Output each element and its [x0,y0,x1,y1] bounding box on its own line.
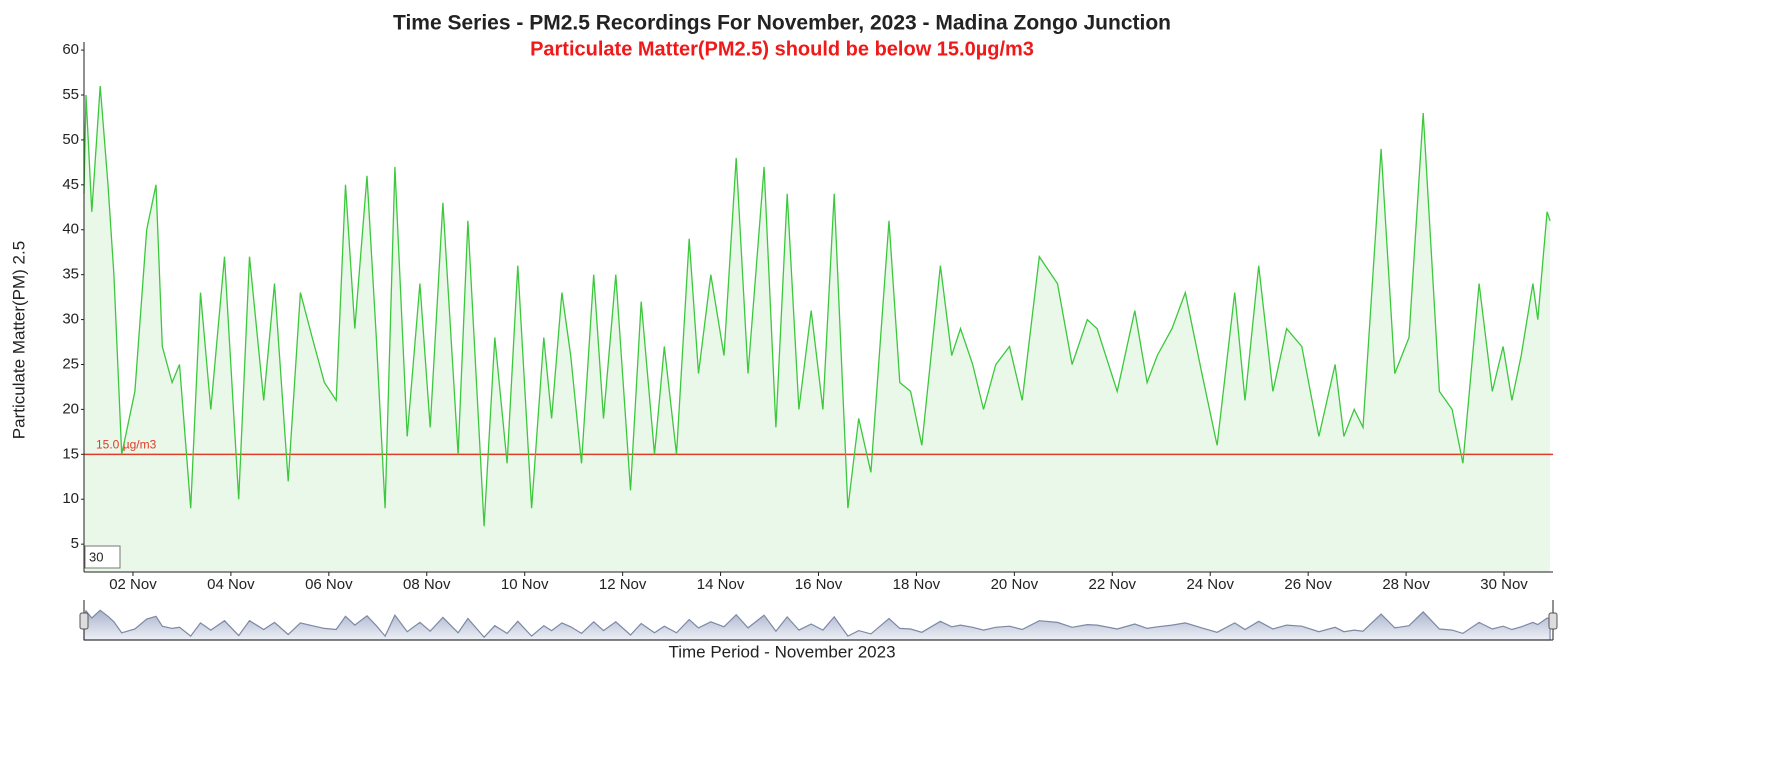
y-tick-label: 25 [62,355,79,372]
x-tick-label: 30 Nov [1480,576,1528,593]
chart-title: Time Series - PM2.5 Recordings For Novem… [393,12,1171,35]
x-axis-label: Time Period - November 2023 [668,642,895,661]
y-tick-label: 55 [62,86,79,103]
y-tick-label: 30 [62,311,79,328]
y-tick-label: 20 [62,400,79,417]
x-tick-label: 22 Nov [1089,576,1137,593]
y-tick-label: 45 [62,176,79,193]
x-tick-label: 06 Nov [305,576,353,593]
range-handle[interactable] [1548,612,1558,630]
x-tick-label: 12 Nov [599,576,647,593]
x-tick-label: 08 Nov [403,576,451,593]
x-tick-label: 10 Nov [501,576,549,593]
x-tick-label: 24 Nov [1186,576,1234,593]
y-tick-label: 50 [62,131,79,148]
roll-period: 30 [89,549,103,564]
x-tick-label: 04 Nov [207,576,255,593]
chart-subtitle: Particulate Matter(PM2.5) should be belo… [530,38,1034,60]
x-tick-label: 14 Nov [697,576,745,593]
roll-period-box[interactable] [84,545,121,569]
x-tick-label: 20 Nov [991,576,1039,593]
y-tick-label: 40 [62,221,79,238]
line [83,85,1551,527]
range-handle[interactable] [79,612,89,630]
x-tick-label: 26 Nov [1284,576,1332,593]
area [84,86,1551,572]
y-tick-label: 15 [62,445,79,462]
x-tick-label: 16 Nov [795,576,843,593]
y-tick-label: 5 [71,535,79,552]
y-tick-label: 35 [62,266,79,283]
x-tick-label: 28 Nov [1382,576,1430,593]
x-tick-label: 18 Nov [893,576,941,593]
threshold-label: 15.0 µg/m3 [96,437,157,451]
y-tick-label: 60 [62,41,79,58]
y-tick-label: 10 [62,490,79,507]
y-axis-label: Particulate Matter(PM) 2.5 [9,241,28,439]
range-selector-area [83,609,1551,641]
x-tick-label: 02 Nov [109,576,157,593]
